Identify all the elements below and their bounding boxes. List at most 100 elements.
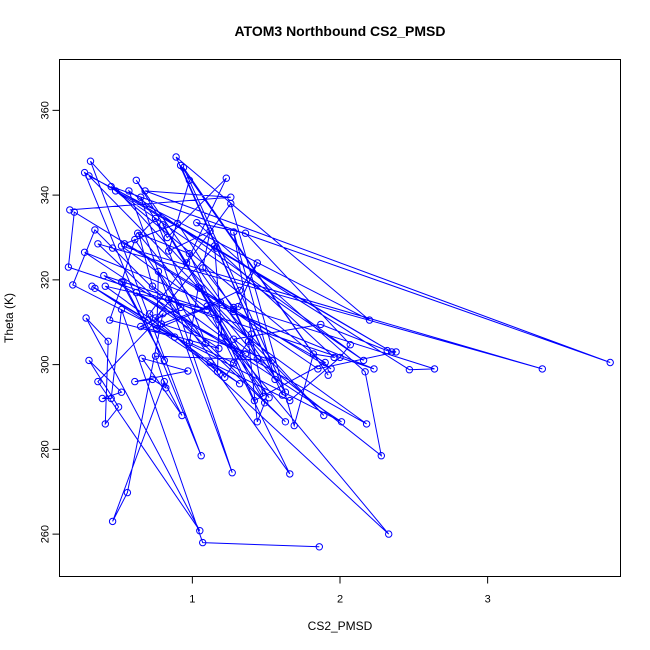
data-point: [185, 338, 194, 347]
data-point: [160, 377, 169, 386]
data-point: [216, 298, 225, 306]
data-point: [154, 267, 163, 276]
data-point: [132, 288, 141, 297]
data-point: [165, 295, 173, 304]
data-point: [538, 365, 546, 373]
data-point: [365, 316, 374, 324]
data-point: [176, 303, 185, 312]
data-point: [206, 227, 214, 235]
data-point: [250, 396, 259, 405]
data-point: [101, 282, 110, 290]
data-point: [253, 418, 261, 426]
data-point: [405, 366, 414, 374]
data-point: [100, 271, 108, 280]
data-point: [182, 259, 191, 267]
data-point: [125, 187, 133, 195]
data-point: [185, 176, 194, 185]
data-point: [230, 359, 238, 367]
data-point: [172, 153, 180, 161]
data-point: [184, 367, 192, 375]
data-point: [230, 228, 238, 236]
data-point: [337, 418, 346, 426]
chart-title: ATOM3 Northbound CS2_PMSD: [234, 23, 445, 39]
data-point: [241, 229, 250, 237]
data-point: [203, 305, 211, 314]
data-series: [67, 156, 611, 548]
data-point: [383, 346, 391, 355]
data-point: [320, 411, 328, 420]
data-point: [137, 322, 145, 331]
data-point: [94, 240, 102, 248]
x-axis: 1 2 3: [189, 576, 491, 606]
data-point: [392, 348, 400, 356]
data-point: [377, 452, 385, 460]
data-point: [430, 365, 439, 373]
data-point: [324, 371, 332, 379]
data-point: [70, 208, 79, 216]
data-point: [86, 157, 95, 165]
data-point: [194, 283, 203, 291]
data-point: [606, 358, 614, 367]
data-point: [117, 278, 126, 286]
data-point: [222, 174, 231, 182]
data-point: [202, 339, 210, 348]
data-point: [362, 420, 371, 428]
x-tick-label: 3: [485, 594, 491, 606]
data-point: [241, 350, 250, 358]
data-point: [385, 530, 393, 538]
data-point: [64, 263, 73, 271]
data-point: [309, 350, 318, 358]
y-tick-label: 360: [39, 101, 51, 119]
data-point: [160, 356, 169, 365]
data-point: [193, 219, 201, 227]
x-tick-label: 1: [189, 594, 195, 606]
data-point: [215, 344, 223, 353]
data-point: [206, 358, 214, 367]
data-point: [271, 375, 279, 384]
y-axis-label: Theta (K): [2, 293, 16, 343]
data-point: [196, 527, 204, 535]
data-point: [196, 284, 204, 292]
data-point: [135, 231, 143, 240]
series-line-1: [67, 156, 611, 548]
data-point: [253, 355, 261, 363]
data-point: [247, 330, 256, 338]
data-point: [286, 396, 294, 405]
y-tick-label: 300: [39, 355, 51, 373]
data-point: [179, 163, 188, 172]
data-point: [314, 365, 322, 373]
y-tick-label: 280: [39, 440, 51, 458]
data-point: [151, 352, 160, 360]
data-point: [315, 543, 323, 551]
data-point: [138, 354, 146, 362]
data-point: [235, 380, 244, 388]
data-point: [336, 353, 344, 362]
data-point: [330, 353, 338, 362]
data-point: [91, 284, 99, 292]
data-point: [134, 229, 142, 237]
data-point: [104, 337, 112, 345]
data-point: [108, 244, 117, 252]
data-point: [290, 421, 298, 430]
data-point: [221, 373, 229, 381]
data-point: [361, 368, 369, 376]
data-point: [227, 199, 235, 208]
data-point: [234, 302, 242, 311]
data-point: [317, 320, 325, 329]
data-points: [64, 153, 614, 551]
data-point: [107, 394, 115, 403]
data-point: [117, 388, 126, 396]
data-point: [131, 377, 139, 386]
data-point: [235, 286, 244, 295]
data-point: [69, 281, 77, 289]
data-point: [91, 226, 99, 234]
data-point: [173, 219, 182, 228]
data-point: [107, 182, 115, 191]
data-point: [388, 348, 396, 356]
y-tick-label: 320: [39, 271, 51, 289]
y-tick-label: 260: [39, 525, 51, 543]
data-point: [199, 538, 207, 547]
data-point: [210, 242, 219, 250]
data-point: [244, 337, 253, 345]
